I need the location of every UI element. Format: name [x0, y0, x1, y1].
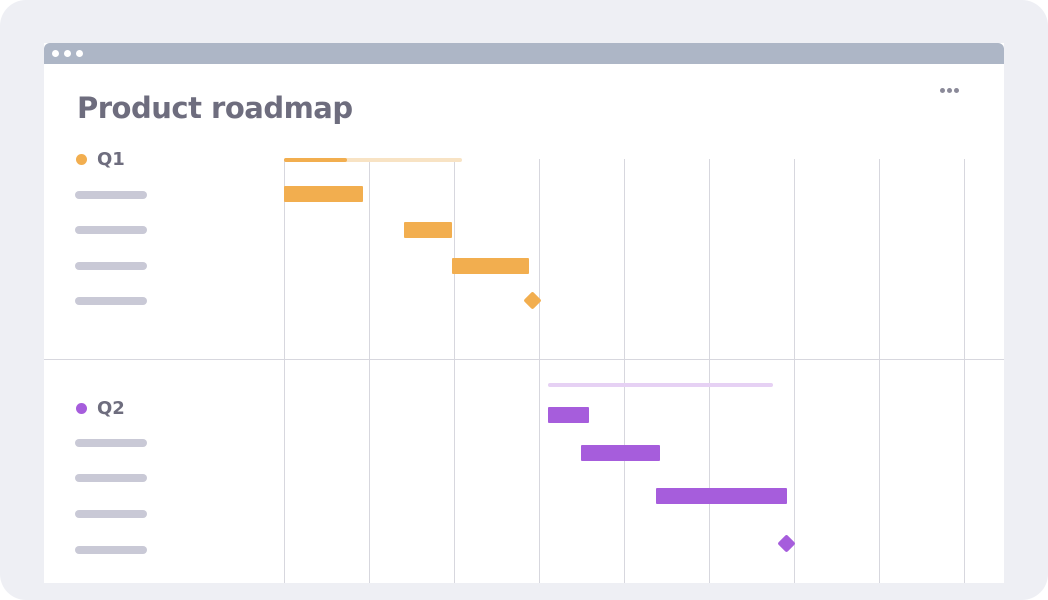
- timeline-grid-line: [624, 159, 625, 583]
- quarter-divider: [44, 359, 1004, 360]
- q1-task-bar[interactable]: [284, 186, 363, 202]
- q1-task-bar[interactable]: [404, 222, 452, 238]
- task-name-placeholder: [75, 297, 147, 305]
- timeline-grid-line: [454, 159, 455, 583]
- roadmap-window: Product roadmap Q1 Q2: [44, 43, 1004, 583]
- q2-span-track: [548, 383, 773, 387]
- window-dot-icon[interactable]: [64, 50, 71, 57]
- more-horizontal-icon: [940, 88, 945, 93]
- task-name-placeholder: [75, 474, 147, 482]
- task-name-placeholder: [75, 226, 147, 234]
- timeline-grid-line: [284, 159, 285, 583]
- q2-task-bar[interactable]: [548, 407, 589, 423]
- timeline-grid-line: [369, 159, 370, 583]
- more-horizontal-icon: [947, 88, 952, 93]
- q2-task-bar[interactable]: [581, 445, 660, 461]
- q1-span-progress: [284, 158, 347, 162]
- more-options-button[interactable]: [940, 83, 966, 97]
- task-name-placeholder: [75, 191, 147, 199]
- task-name-placeholder: [75, 546, 147, 554]
- task-name-placeholder: [75, 262, 147, 270]
- q2-dot-icon: [76, 402, 87, 414]
- quarter-header-q2[interactable]: Q2: [76, 397, 125, 419]
- timeline-grid-line: [794, 159, 795, 583]
- q1-task-bar[interactable]: [452, 258, 529, 274]
- q1-span-track: [284, 158, 462, 162]
- task-name-placeholder: [75, 510, 147, 518]
- page-title: Product roadmap: [77, 91, 353, 125]
- more-horizontal-icon: [954, 88, 959, 93]
- timeline-grid-line: [539, 159, 540, 583]
- timeline-grid-line: [964, 159, 965, 583]
- window-dot-icon[interactable]: [76, 50, 83, 57]
- q1-dot-icon: [76, 153, 87, 165]
- quarter-header-q1[interactable]: Q1: [76, 148, 125, 170]
- q2-task-bar[interactable]: [656, 488, 787, 504]
- timeline-grid-line: [879, 159, 880, 583]
- timeline-grid-line: [709, 159, 710, 583]
- task-name-placeholder: [75, 439, 147, 447]
- quarter-label: Q2: [97, 397, 125, 419]
- window-titlebar: [44, 43, 1004, 64]
- window-dot-icon[interactable]: [52, 50, 59, 57]
- q2-milestone-icon[interactable]: [777, 534, 796, 553]
- quarter-label: Q1: [97, 148, 125, 170]
